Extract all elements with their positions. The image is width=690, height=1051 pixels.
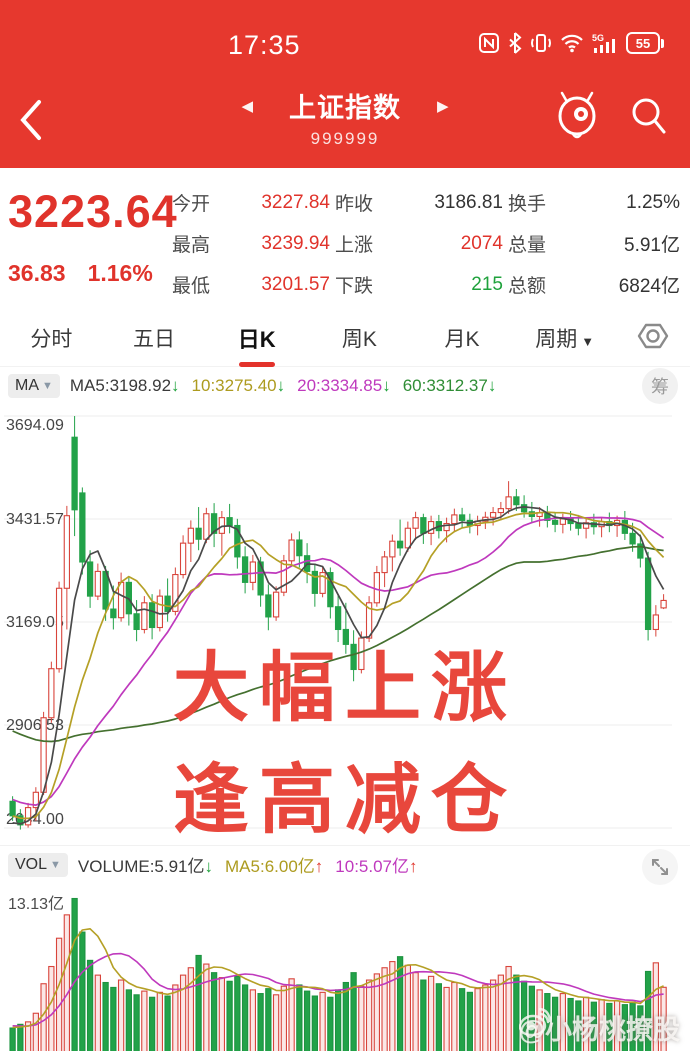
field-label: 上涨: [335, 235, 374, 256]
ma-indicator-row: MA ▼ MA5:3198.92↓ 10:3275.40↓ 20:3334.85↓…: [0, 367, 690, 405]
quote-grid: 今开 3227.84 昨收 3186.81 换手 1.25% 最高 3239.94 上涨…: [172, 182, 682, 305]
ma-selector[interactable]: MA ▼: [8, 374, 60, 398]
volume-indicator-row: VOL ▼ VOLUME:5.91亿↓ MA5:6.00亿↑ 10:5.07亿↑: [0, 845, 690, 885]
signal-5g-icon: 5G: [592, 33, 615, 53]
field-value: 6824亿: [618, 276, 680, 297]
tab-minute[interactable]: 分时: [30, 328, 73, 351]
field-label: 总额: [508, 276, 547, 297]
svg-text:3431.57: 3431.57: [6, 511, 64, 528]
up-arrow-icon: ↑: [409, 857, 418, 876]
field-value: 2074: [460, 232, 503, 254]
current-price: 3223.64: [8, 186, 178, 237]
quote-panel: 3223.64 36.83 1.16% 今开 3227.84 昨收 3186.81 …: [0, 168, 690, 310]
ma5-value: MA5:3198.92: [69, 376, 172, 395]
page-title: 上证指数: [289, 93, 401, 123]
field-label: 昨收: [335, 194, 374, 215]
period-dropdown[interactable]: 周期 ▼: [535, 328, 595, 351]
svg-text:3169.05: 3169.05: [6, 614, 64, 631]
field-label: 下跌: [335, 276, 374, 297]
watermark-handle: @小杨桃撩股: [518, 1015, 680, 1045]
svg-text:2906.53: 2906.53: [6, 717, 64, 734]
down-arrow-icon: ↓: [487, 376, 497, 395]
vol-ma10-value: 10:5.07亿: [335, 857, 410, 876]
prev-stock-arrow[interactable]: ◀: [241, 97, 253, 115]
vol-ma5-value: MA5:6.00亿: [225, 857, 315, 876]
field-value: 3186.81: [434, 191, 503, 213]
clock: 17:35: [228, 30, 301, 60]
next-stock-arrow[interactable]: ▶: [437, 97, 449, 115]
search-icon[interactable]: [628, 94, 668, 138]
candlestick-chart[interactable]: 3694.09 3431.57 3169.05 2906.53 2644.00 大幅上涨…: [0, 405, 690, 845]
vibrate-icon: [531, 34, 551, 52]
svg-text:3694.09: 3694.09: [6, 417, 64, 434]
stock-code: 999999: [310, 129, 380, 148]
ma10-value: 10:3275.40: [191, 376, 277, 395]
tab-daily-k[interactable]: 日K: [205, 316, 308, 367]
tab-weekly-k[interactable]: 周K: [341, 328, 377, 351]
field-value: 3227.84: [261, 191, 330, 213]
chevron-down-icon: ▼: [50, 858, 61, 871]
field-value: 3201.57: [261, 273, 330, 295]
chevron-down-icon: ▼: [42, 380, 53, 392]
down-arrow-icon: ↓: [171, 376, 180, 395]
field-label: 换手: [508, 194, 547, 215]
chart-tab-bar: 分时 五日 日K 周K 月K 周期 ▼: [0, 310, 690, 367]
battery-level: 55: [635, 35, 651, 51]
weibo-watermark: @小杨桃撩股: [518, 1008, 680, 1047]
expand-chart-button[interactable]: [642, 849, 678, 885]
field-value: 1.25%: [626, 191, 680, 213]
price-change-row: 36.83 1.16%: [8, 260, 153, 287]
status-bar: 17:35 5G 55: [0, 0, 690, 80]
expand-icon: [652, 859, 668, 875]
down-arrow-icon: ↓: [276, 376, 286, 395]
chip-distribution-button[interactable]: 筹: [642, 368, 678, 404]
app-header: 17:35 5G 55 ◀ 上证指数 ▶: [0, 0, 690, 168]
network-type-label: 5G: [592, 33, 604, 43]
weibo-logo-icon: [518, 1008, 551, 1036]
field-value: 5.91亿: [624, 235, 680, 256]
tab-five-day[interactable]: 五日: [133, 328, 175, 351]
nfc-icon: [479, 33, 499, 53]
field-label: 最低: [172, 276, 211, 297]
bluetooth-icon: [509, 32, 522, 54]
ma60-value: 60:3312.37: [402, 376, 488, 395]
chart-settings-button[interactable]: [616, 319, 690, 358]
volume-value: VOLUME:5.91亿: [77, 857, 205, 876]
nav-bar: ◀ 上证指数 ▶ 999999: [0, 80, 690, 168]
field-value: 215: [471, 273, 503, 295]
tab-monthly-k[interactable]: 月K: [444, 328, 480, 351]
price-change: 36.83: [8, 260, 66, 286]
up-arrow-icon: ↑: [314, 857, 324, 876]
chevron-down-icon: ▼: [581, 334, 595, 349]
volume-axis-max: 13.13亿: [8, 896, 65, 913]
back-button[interactable]: [18, 98, 44, 147]
assistant-mascot-icon[interactable]: [554, 90, 600, 142]
price-change-percent: 1.16%: [87, 260, 153, 286]
wifi-icon: [561, 34, 583, 53]
field-label: 最高: [172, 235, 211, 256]
gear-icon: [637, 323, 669, 348]
back-chevron-icon: [20, 100, 41, 140]
ma20-value: 20:3334.85: [297, 376, 383, 395]
field-value: 3239.94: [261, 232, 330, 254]
field-label: 今开: [172, 194, 211, 215]
down-arrow-icon: ↓: [382, 376, 391, 395]
battery-icon: 55: [626, 32, 664, 54]
down-arrow-icon: ↓: [204, 857, 214, 876]
field-label: 总量: [508, 235, 547, 256]
volume-chart[interactable]: 13.13亿 @小杨桃撩股: [0, 888, 690, 1051]
vol-selector[interactable]: VOL ▼: [8, 852, 68, 877]
